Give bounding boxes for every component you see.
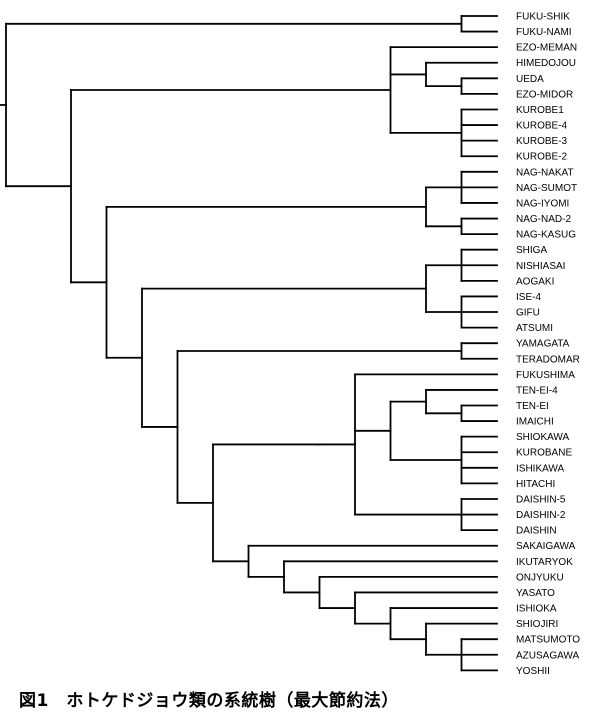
taxon-label: SHIOKAWA bbox=[516, 432, 569, 443]
taxon-label: FUKU-NAMI bbox=[516, 27, 572, 38]
taxon-label: YAMAGATA bbox=[516, 339, 570, 350]
taxon-label: SHIOJIRI bbox=[516, 619, 558, 630]
taxon-label: NISHIASAI bbox=[516, 261, 565, 272]
taxon-label: TEN-EI bbox=[516, 401, 549, 412]
taxon-label: KUROBE-4 bbox=[516, 121, 568, 132]
taxon-label: SHIGA bbox=[516, 245, 547, 256]
taxon-label: ISHIOKA bbox=[516, 604, 557, 615]
taxon-label: ISHIKAWA bbox=[516, 463, 564, 474]
taxon-label: NAG-NAKAT bbox=[516, 167, 574, 178]
taxon-label: KUROBANE bbox=[516, 448, 572, 459]
figure-caption: 図1 ホトケドジョウ類の系統樹（最大節約法） bbox=[19, 691, 399, 711]
taxon-label: TEN-EI-4 bbox=[516, 385, 558, 396]
taxon-label: GIFU bbox=[516, 308, 540, 319]
taxon-label: KUROBE1 bbox=[516, 105, 564, 116]
taxon-label: DAISHIN-5 bbox=[516, 494, 566, 505]
taxon-label: NAG-IYOMI bbox=[516, 198, 569, 209]
taxon-label: EZO-MEMAN bbox=[516, 43, 577, 54]
taxon-label: DAISHIN bbox=[516, 526, 557, 537]
taxon-label: HITACHI bbox=[516, 479, 555, 490]
taxon-label: YASATO bbox=[516, 588, 555, 599]
taxon-label: NAG-NAD-2 bbox=[516, 214, 571, 225]
taxon-label: YOSHII bbox=[516, 666, 550, 677]
taxon-label: TERADOMAR bbox=[516, 354, 580, 365]
tree-branches bbox=[0, 15, 498, 672]
taxon-label: AZUSAGAWA bbox=[516, 650, 579, 661]
taxon-label: ONJYUKU bbox=[516, 572, 564, 583]
taxon-label: SAKAIGAWA bbox=[516, 541, 576, 552]
taxon-label: ISE-4 bbox=[516, 292, 541, 303]
taxon-label: FUKU-SHIK bbox=[516, 12, 570, 23]
taxon-label: AOGAKI bbox=[516, 276, 554, 287]
taxon-label: MATSUMOTO bbox=[516, 635, 580, 646]
taxon-label: IMAICHI bbox=[516, 417, 554, 428]
taxon-label: KUROBE-2 bbox=[516, 152, 568, 163]
taxon-label: NAG-KASUG bbox=[516, 230, 576, 241]
taxon-label: HIMEDOJOU bbox=[516, 58, 576, 69]
taxon-label: UEDA bbox=[516, 74, 544, 85]
taxon-label: IKUTARYOK bbox=[516, 557, 573, 568]
taxon-labels: FUKU-SHIK FUKU-NAMI EZO-MEMAN HIMEDOJOU UEDA… bbox=[516, 12, 580, 677]
taxon-label: DAISHIN-2 bbox=[516, 510, 566, 521]
taxon-label: KUROBE-3 bbox=[516, 136, 568, 147]
taxon-label: NAG-SUMOT bbox=[516, 183, 577, 194]
taxon-label: EZO-MIDOR bbox=[516, 89, 573, 100]
taxon-label: FUKUSHIMA bbox=[516, 370, 575, 381]
taxon-label: ATSUMI bbox=[516, 323, 553, 334]
